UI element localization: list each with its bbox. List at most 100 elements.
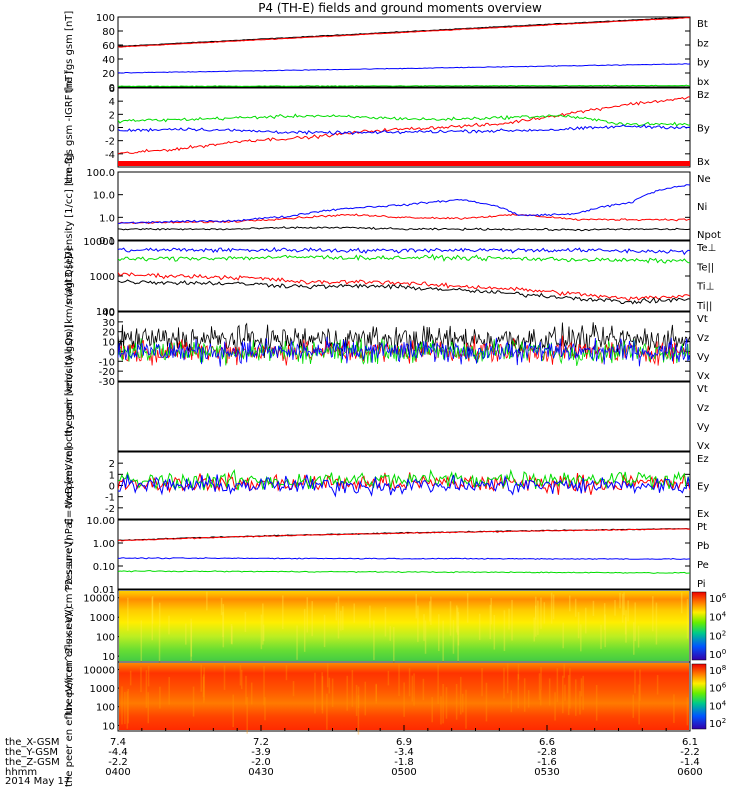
spectrogram-streak (190, 622, 193, 657)
spectrogram-streak (634, 602, 636, 642)
legend-By: By (697, 124, 710, 135)
spectrogram-streak (244, 611, 247, 632)
spectrogram-streak (364, 681, 367, 716)
spectrogram-streak (357, 695, 360, 735)
spectrogram-streak (355, 684, 358, 716)
spectrogram-streak (230, 623, 233, 644)
spectrogram-streak (231, 626, 233, 645)
series-Vy (118, 338, 690, 367)
spectrogram-streak (140, 620, 143, 662)
spectrogram-streak (460, 676, 462, 715)
spectrogram-streak (457, 612, 460, 646)
panel-0: the fgs gsm [nT] 0 20 40 60 80 100 Bt bz by bx (64, 11, 709, 94)
spectrogram-streak (554, 692, 556, 721)
spectrogram-streak (282, 595, 284, 630)
series-Pi (118, 557, 690, 560)
panel-frame (117, 171, 691, 241)
spectrogram-streak (220, 597, 223, 616)
spectrogram-streak (619, 592, 621, 609)
spectrogram-streak (627, 600, 629, 622)
spectrogram-streak (623, 592, 625, 616)
spectrogram-streak (263, 665, 265, 706)
spectrogram-streak (485, 682, 488, 722)
y-tick-label: 100 (96, 703, 115, 714)
y-tick-label: 0 (109, 83, 115, 94)
y-axis-label: the peir en eflux eV/(cm^2-s-sr-eV) (64, 537, 75, 715)
legend-Vx: Vx (697, 441, 710, 452)
y-tick-label: 2 (109, 459, 115, 470)
y-tick-label: 40 (102, 55, 115, 66)
legend-Vy: Vy (697, 422, 710, 433)
spectrogram-streak (206, 591, 208, 611)
spectrogram-streak (192, 686, 195, 717)
x-tick-label: 6.1 (682, 737, 698, 748)
y-tick-label: 10 (102, 721, 115, 732)
spectrogram-streak (159, 686, 161, 709)
y-tick-label: 2 (109, 110, 115, 121)
spectrogram-streak (311, 601, 313, 637)
x-tick-label: 6.6 (539, 737, 555, 748)
spectrogram-streak (321, 676, 324, 714)
y-tick-label: 80 (102, 27, 115, 38)
spectrogram-streak (481, 668, 483, 697)
spectrogram-streak (556, 668, 559, 702)
series-Bx (118, 124, 690, 136)
spectrogram-streak (550, 592, 553, 624)
y-tick-label: 0 (109, 482, 115, 493)
y-axis-label: Pressure [nPa] (64, 519, 75, 591)
legend-Vy: Vy (697, 352, 710, 363)
legend-by: by (697, 58, 709, 69)
spectrogram-streak (389, 626, 392, 641)
spectrogram-streak (168, 676, 170, 705)
spectrogram-streak (328, 677, 331, 694)
spectrogram-streak (239, 665, 242, 686)
y-tick-label: -30 (99, 377, 115, 388)
colorbar-tick-label: 106 (709, 592, 727, 605)
series-Bz (118, 96, 690, 155)
x-tick-label: -2.2 (680, 747, 700, 758)
spectrogram-streak (540, 597, 542, 629)
y-axis-label: the peer velocity gsm [km/s (All Qs)] (64, 324, 75, 508)
y-tick-label: 0.1 (99, 236, 115, 247)
legend-Ex: Ex (697, 509, 709, 520)
spectrogram-streak (564, 684, 566, 701)
spectrogram-streak (384, 607, 387, 637)
spectrogram-streak (246, 697, 248, 734)
spectrogram-streak (625, 610, 627, 643)
spectrogram-streak (346, 675, 348, 711)
spectrogram (119, 591, 689, 661)
spectrogram-streak (567, 675, 570, 716)
spectrogram-streak (423, 614, 425, 641)
legend-Vx: Vx (697, 371, 710, 382)
colorbar-tick-label: 108 (709, 664, 726, 677)
spectrogram-streak (639, 669, 641, 701)
series-Te|| (118, 279, 690, 305)
spectrogram-streak (306, 597, 309, 633)
spectrogram-streak (335, 602, 338, 621)
spectrogram-streak (369, 605, 371, 628)
spectrogram-streak (145, 670, 148, 708)
spectrogram-streak (538, 673, 541, 700)
y-tick-label: 0 (109, 124, 115, 135)
y-tick-label: 10.0 (93, 191, 115, 202)
spectrogram-streak (465, 689, 467, 729)
spectrogram-streak (637, 625, 640, 648)
y-tick-label: 10.00 (86, 516, 115, 527)
series-Ne (118, 213, 690, 225)
spectrogram-streak (493, 614, 496, 650)
x-tick-label: -4.4 (108, 747, 128, 758)
spectrogram-streak (574, 598, 577, 617)
spectrogram-streak (686, 598, 689, 639)
y-tick-label: 10 (102, 652, 115, 663)
colorbar-tick-label: 102 (709, 717, 726, 730)
spectrogram-streak (129, 670, 132, 686)
spectrogram-streak (437, 664, 439, 705)
x-tick-label: -1.4 (680, 757, 700, 768)
spectrogram-streak (510, 690, 513, 713)
spectrogram-streak (584, 607, 587, 634)
colorbar-tick-label: 104 (709, 611, 727, 624)
spectrogram-streak (562, 675, 564, 714)
legend-bz: bz (697, 38, 709, 49)
y-tick-label: 100 (96, 633, 115, 644)
